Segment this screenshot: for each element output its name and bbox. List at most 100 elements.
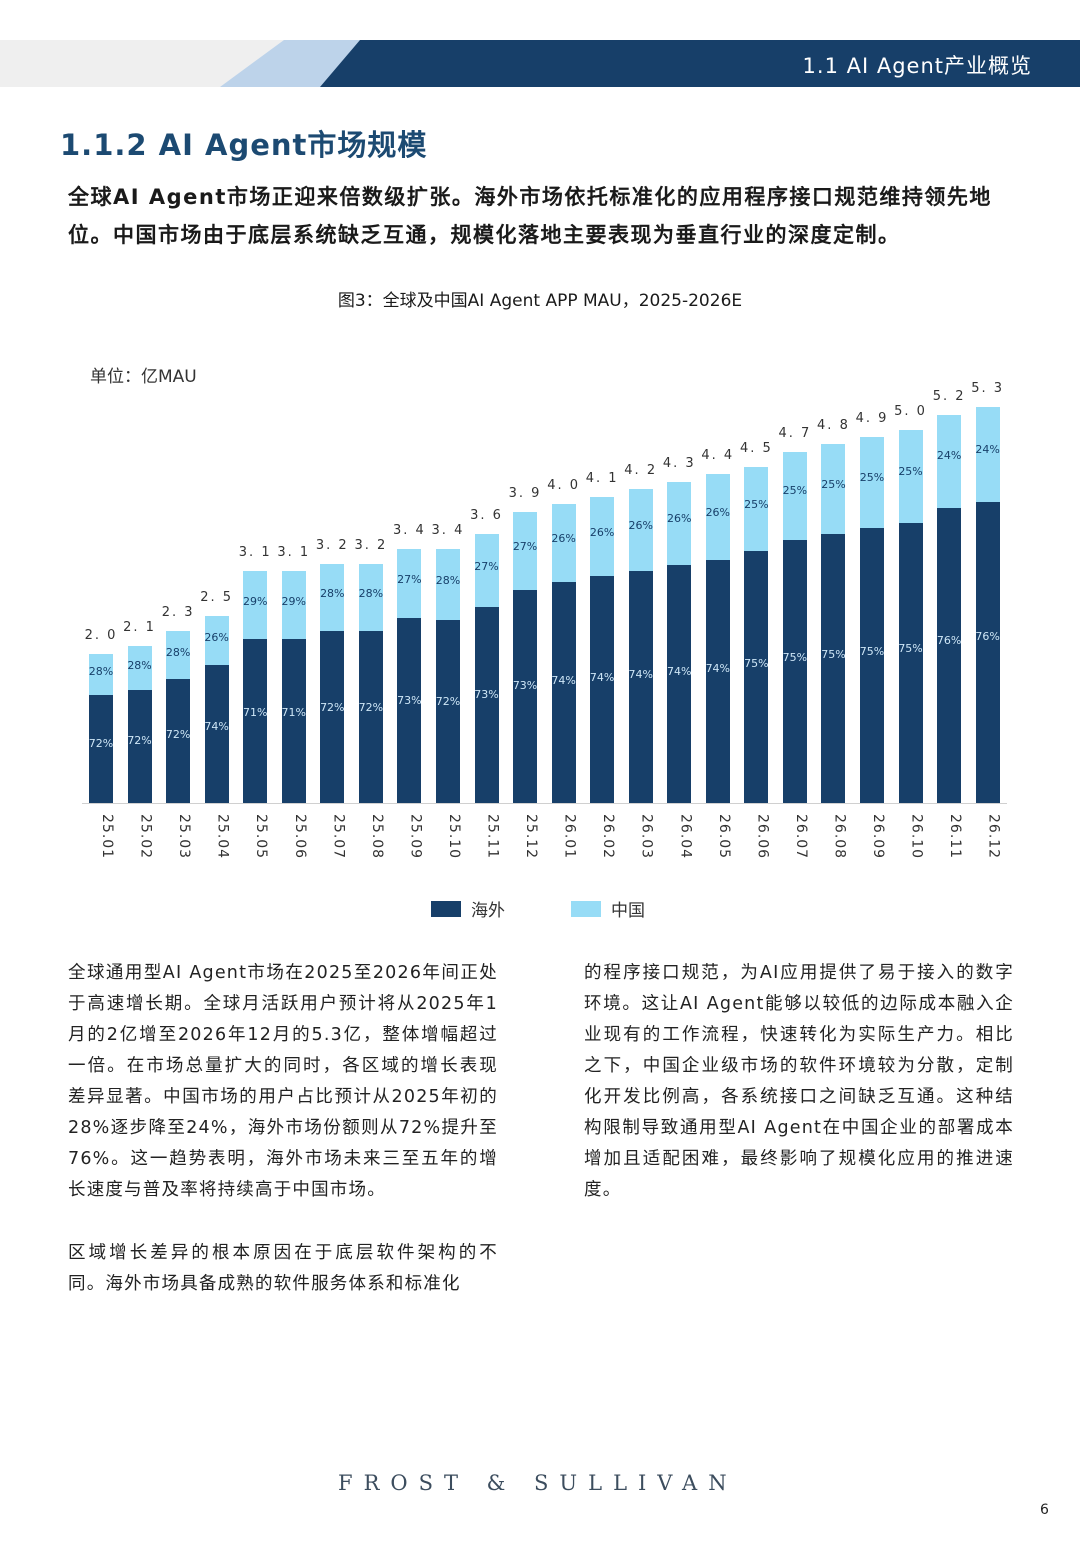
bar-25.09: 73% 27% 3. 4 [393,523,424,803]
header-dark-band [320,40,1080,87]
bar-26.01: 74% 26% 4. 0 [547,478,578,803]
data-label-china-share: 28% [127,658,152,672]
data-label-china-share: 28% [358,587,384,601]
page-number: 6 [1040,1502,1049,1518]
x-tick-label: 26.10 [908,814,925,860]
data-label-china-share: 28% [320,587,345,601]
data-label-total: 3. 4 [431,523,465,539]
x-tick-label: 25.06 [291,814,308,860]
bar-segment-china [513,511,538,591]
data-label-china-share: 28% [165,645,191,659]
section-title: 1.1.2 AI Agent市场规模 [60,128,428,162]
bar-25.10: 72% 28% 3. 4 [432,523,462,803]
data-label-china-share: 25% [898,464,923,478]
bar-segment-overseas [937,507,962,803]
data-label-china-share: 27% [397,572,422,586]
bar-segment-overseas [397,617,422,803]
data-label-overseas-share: 72% [165,727,191,741]
data-label-china-share: 26% [667,512,692,526]
data-label-china-share: 28% [88,665,114,679]
bar-segment-overseas [667,565,692,803]
data-label-overseas-share: 74% [667,665,692,679]
stacked-bar-chart: 72% 28% 2. 0 25.01 72% 28% 2. 1 25.02 72% 28% 2. 3… [82,381,1007,860]
data-label-total: 4. 9 [855,410,889,426]
data-label-overseas-share: 72% [358,701,384,715]
section-lead: 全球AI Agent市场正迎来倍数级扩张。海外市场依托标准化的应用程序接口规范维… [68,185,992,247]
x-tick-label: 25.01 [99,814,115,860]
x-tick-label: 26.05 [715,814,732,860]
bar-25.04: 74% 26% 2. 5 [200,590,231,803]
data-label-total: 4. 4 [701,448,735,464]
bar-segment-china [782,451,807,540]
data-label-overseas-share: 72% [88,736,114,750]
x-tick-label: 25.02 [137,814,154,860]
x-tick-label: 26.08 [831,814,848,860]
data-label-china-share: 26% [204,631,229,645]
frost-sullivan-logo: FROST & SULLIVAN [338,1471,738,1495]
bar-26.10: 75% 25% 5. 0 [894,404,925,803]
data-label-total: 3. 1 [238,545,272,561]
bar-segment-overseas [243,638,268,803]
x-tick-label: 26.11 [947,814,964,860]
data-label-total: 2. 1 [123,620,156,636]
x-tick-label: 26.03 [638,814,655,860]
bar-segment-overseas [358,630,383,803]
data-label-overseas-share: 71% [242,705,268,719]
data-label-total: 5. 0 [894,403,927,419]
bar-segment-overseas [435,620,460,803]
bar-26.05: 74% 26% 4. 4 [701,448,732,803]
bar-26.03: 74% 26% 4. 2 [624,463,655,803]
x-tick-label: 26.01 [561,814,578,860]
data-label-total: 2. 5 [200,590,234,606]
x-tick-label: 26.04 [677,814,694,860]
bar-segment-china [705,474,730,560]
bar-26.06: 75% 25% 4. 5 [740,441,771,803]
bar-segment-overseas [860,528,884,803]
data-label-china-share: 25% [821,477,846,491]
bar-25.07: 72% 28% 3. 2 [316,538,347,803]
bar-26.08: 75% 25% 4. 8 [817,418,848,803]
data-label-china-share: 25% [782,484,808,498]
chart-unit-label: 单位：亿MAU [90,367,197,387]
data-label-overseas-share: 75% [859,645,885,658]
data-label-china-share: 29% [281,594,306,608]
data-label-china-share: 26% [628,518,653,532]
bar-segment-china [397,549,422,618]
data-label-total: 4. 5 [739,440,773,456]
x-tick-label: 25.09 [407,814,424,860]
data-label-china-share: 24% [936,449,962,463]
bar-segment-overseas [705,559,730,803]
bar-segment-overseas [89,695,113,803]
data-label-china-share: 26% [589,525,615,539]
data-label-overseas-share: 75% [744,657,769,671]
bar-segment-overseas [898,522,923,803]
bar-26.11: 76% 24% 5. 2 [933,389,964,803]
data-label-overseas-share: 75% [782,651,808,665]
legend-swatch-overseas [431,900,461,917]
x-tick-label: 25.10 [445,814,462,860]
bar-26.09: 75% 25% 4. 9 [856,411,886,803]
x-axis-line [82,803,1007,804]
data-label-china-share: 25% [744,497,769,511]
bar-segment-china [204,616,229,665]
bar-segment-overseas [551,581,576,803]
bar-25.12: 73% 27% 3. 9 [509,486,539,803]
data-label-total: 2. 3 [161,605,195,621]
bar-25.08: 72% 28% 3. 2 [354,538,385,803]
data-label-total: 5. 2 [932,388,966,404]
data-label-china-share: 27% [474,559,499,573]
data-label-overseas-share: 74% [589,671,615,685]
bar-segment-overseas [590,576,615,803]
data-label-china-share: 25% [859,471,885,485]
data-label-overseas-share: 74% [705,662,731,676]
legend-item-china: 中国 [571,896,645,921]
legend-label-overseas: 海外 [471,901,505,921]
bar-26.07: 75% 25% 4. 7 [778,426,809,803]
data-label-total: 4. 2 [624,463,658,479]
bar-segment-china [281,571,306,639]
bar-segment-overseas [474,606,499,803]
bar-segment-china [243,571,268,639]
bar-segment-overseas [166,679,191,803]
data-label-china-share: 26% [705,505,731,519]
data-label-china-share: 26% [551,532,576,546]
